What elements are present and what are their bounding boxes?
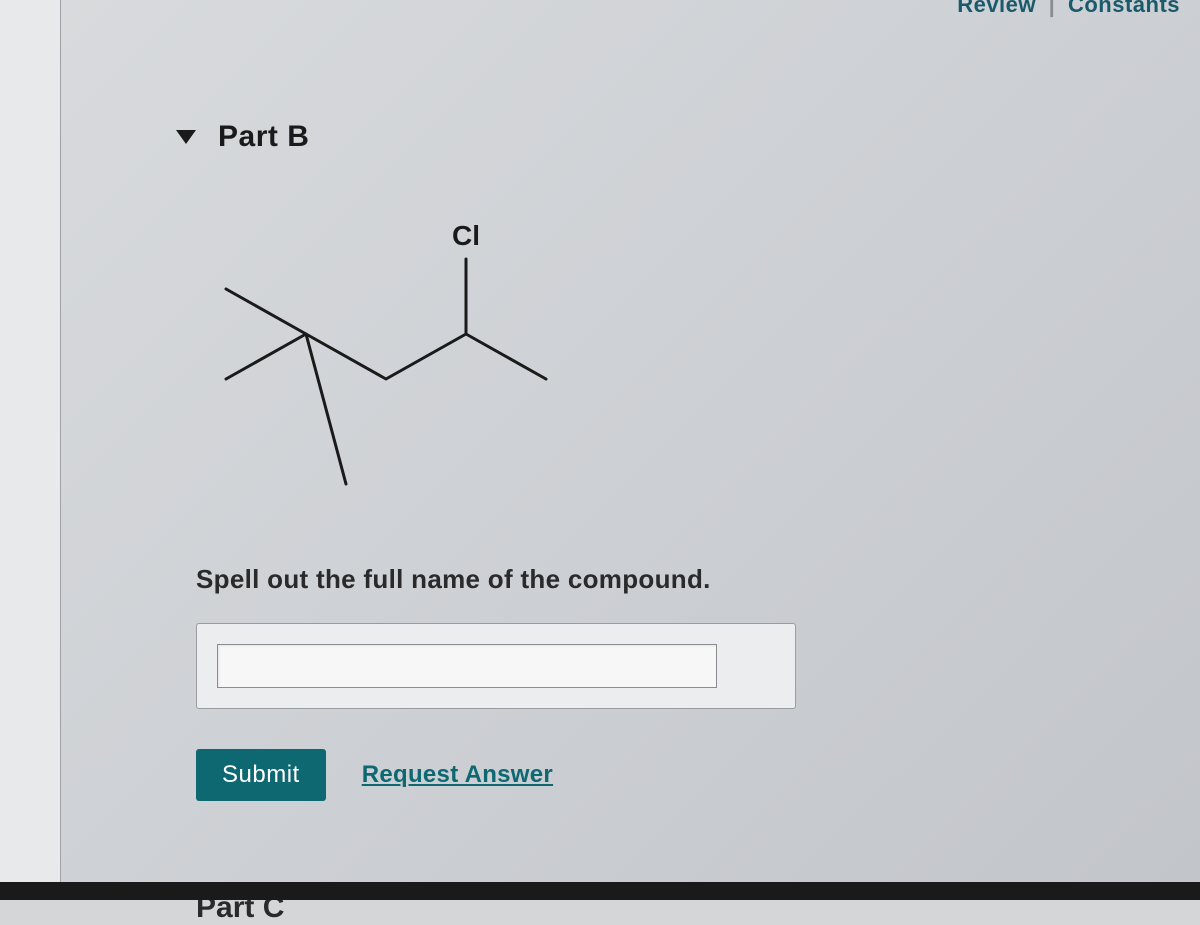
action-row: Submit Request Answer [196, 749, 1160, 801]
main-content: Part B Cl Spell out the full name of the… [176, 120, 1160, 925]
chemical-structure: Cl [196, 209, 1160, 524]
submit-button[interactable]: Submit [196, 749, 326, 801]
structure-svg: Cl [196, 209, 616, 519]
nav-separator: | [1049, 0, 1056, 17]
review-link[interactable]: Review [957, 0, 1036, 17]
collapse-icon[interactable] [176, 130, 196, 144]
svg-text:Cl: Cl [452, 220, 480, 251]
answer-container [196, 623, 796, 709]
constants-link[interactable]: Constants [1068, 0, 1180, 17]
request-answer-link[interactable]: Request Answer [362, 761, 553, 789]
top-nav-links: Review | Constants [957, 0, 1180, 18]
answer-input[interactable] [217, 644, 717, 688]
content-panel: Review | Constants Part B Cl Spell out t… [60, 0, 1200, 900]
section-header: Part B [176, 120, 1160, 154]
part-title: Part B [218, 120, 309, 154]
question-prompt: Spell out the full name of the compound. [196, 564, 1160, 595]
page-left-margin [0, 0, 60, 900]
taskbar-edge [0, 882, 1200, 900]
